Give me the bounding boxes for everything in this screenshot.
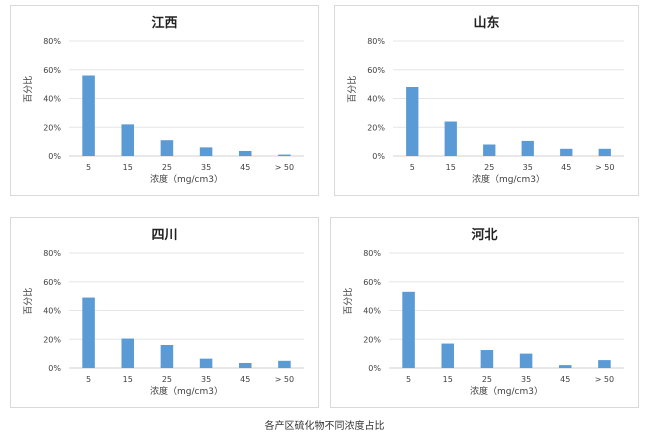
bar [402,291,415,368]
x-tick-label: > 50 [275,375,294,384]
x-tick-label: 45 [240,163,250,172]
bar [519,353,533,368]
y-tick-label: 40% [363,307,381,316]
x-tick-label: 25 [162,375,172,384]
chart-panel-hebei: 河北 0% 20% 40% 60% 80% 5 15 25 35 45 > 50 浓度（mg/cm3） 百… [330,217,639,408]
bar [160,140,174,156]
y-axis-label: 百分比 [22,288,34,315]
y-tick-label: 0% [368,364,381,373]
bar [199,147,213,156]
x-axis-label: 浓度（mg/cm3） [150,385,223,397]
x-tick-label: 15 [446,163,456,172]
x-tick-label: 45 [560,375,570,384]
chart-svg: 山东 0% 20% 40% 60% 80% 5 15 25 35 45 > 50 浓度（mg/cm3） 百… [346,15,624,185]
y-tick-label: 40% [43,95,61,104]
bar [483,144,496,156]
y-tick-label: 20% [367,123,385,132]
x-tick-label: > 50 [595,163,614,172]
y-axis-label: 百分比 [342,288,354,315]
x-tick-label: 35 [523,163,533,172]
x-tick-label: 15 [123,375,133,384]
y-tick-label: 0% [48,364,61,373]
y-tick-label: 60% [43,278,61,287]
y-tick-label: 60% [43,66,61,75]
bar [521,140,534,156]
bar [82,297,95,368]
chart-svg: 江西 0% 20% 40% 60% 80% 5 15 25 35 45 > 50 浓度（mg/cm3） 百… [22,15,304,185]
x-tick-label: 5 [410,163,415,172]
x-tick-label: 15 [123,163,133,172]
chart-svg: 四川 0% 20% 40% 60% 80% 5 15 25 35 45 > 50 浓度（mg/cm3） 百… [22,228,304,397]
x-tick-label: 5 [86,163,91,172]
y-tick-label: 60% [363,278,381,287]
x-tick-label: 45 [561,163,571,172]
y-tick-label: 20% [363,335,381,344]
x-tick-label: 5 [406,375,411,384]
y-axis-label: 百分比 [346,76,358,103]
x-tick-label: 25 [482,375,492,384]
bar [406,87,419,156]
bar [238,150,252,156]
y-tick-label: 0% [48,152,61,161]
bar [121,124,135,156]
y-tick-label: 80% [363,249,381,258]
bar [238,362,252,368]
bar [598,360,611,368]
y-tick-label: 0% [372,152,385,161]
bar [480,350,494,368]
bar [278,360,291,368]
chart-title: 四川 [151,228,177,243]
chart-panel-jiangxi: 江西 0% 20% 40% 60% 80% 5 15 25 35 45 > 50 浓度（mg/cm3） 百… [10,5,319,196]
x-tick-label: 15 [443,375,453,384]
x-tick-label: > 50 [275,163,294,172]
y-tick-label: 80% [367,37,385,46]
chart-title: 河北 [471,227,497,243]
y-axis-label: 百分比 [22,76,34,103]
x-axis-label: 浓度（mg/cm3） [150,173,223,185]
chart-title: 江西 [151,15,177,31]
x-tick-label: 35 [201,163,211,172]
x-tick-label: 45 [240,375,250,384]
y-tick-label: 40% [43,307,61,316]
bar [441,343,455,368]
y-tick-label: 80% [43,249,61,258]
x-axis-label: 浓度（mg/cm3） [470,385,543,397]
bar [199,358,213,368]
y-tick-label: 40% [367,95,385,104]
bar [82,75,95,156]
y-tick-label: 60% [367,66,385,75]
x-tick-label: 35 [521,375,531,384]
x-tick-label: 35 [201,375,211,384]
x-tick-label: > 50 [595,375,614,384]
bar [444,121,457,156]
figure-caption: 各产区硫化物不同浓度占比 [264,421,385,432]
y-tick-label: 20% [43,123,61,132]
chart-panel-shandong: 山东 0% 20% 40% 60% 80% 5 15 25 35 45 > 50 浓度（mg/cm3） 百… [334,5,639,196]
chart-title: 山东 [473,15,499,31]
x-axis-label: 浓度（mg/cm3） [472,173,545,185]
x-tick-label: 25 [162,163,172,172]
x-tick-label: 5 [86,375,91,384]
bar [121,338,135,368]
chart-svg: 河北 0% 20% 40% 60% 80% 5 15 25 35 45 > 50 浓度（mg/cm3） 百… [342,227,624,397]
y-tick-label: 80% [43,37,61,46]
bar [278,154,291,156]
bar [560,148,573,156]
bar [160,345,174,368]
x-tick-label: 25 [484,163,494,172]
bar [598,148,611,156]
chart-panel-sichuan: 四川 0% 20% 40% 60% 80% 5 15 25 35 45 > 50 浓度（mg/cm3） 百… [10,217,319,408]
bar [558,365,572,368]
y-tick-label: 20% [43,335,61,344]
